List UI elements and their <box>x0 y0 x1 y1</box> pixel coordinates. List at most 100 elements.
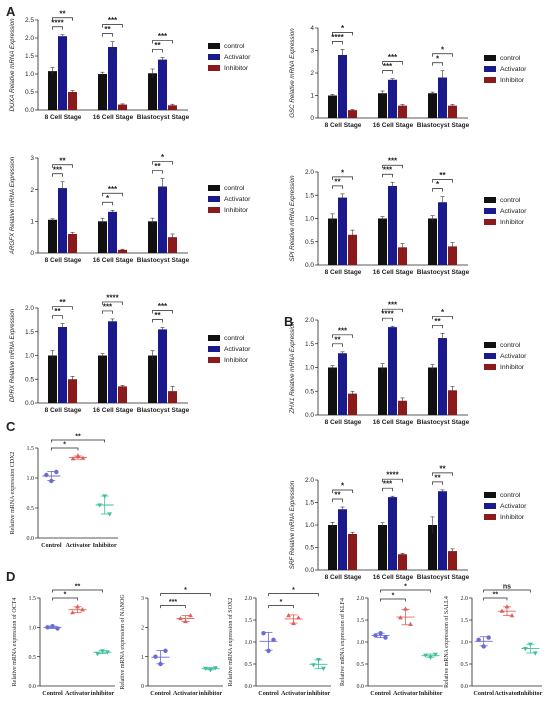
x-tick-label: Activator <box>65 542 90 549</box>
significance-bracket <box>52 315 63 319</box>
significance-bracket <box>382 173 393 178</box>
y-tick-label: 1.5 <box>27 446 35 452</box>
data-point <box>95 652 100 657</box>
y-tick-label: 0.5 <box>461 662 469 668</box>
x-tick-label: 16 Cell Stage <box>373 419 414 426</box>
data-point <box>486 635 491 640</box>
significance-bracket <box>332 41 343 45</box>
y-tick-label: 1.0 <box>305 365 314 372</box>
bar-inhibitor <box>398 400 407 415</box>
data-point <box>183 618 188 624</box>
significance-bracket <box>332 343 343 347</box>
y-tick-label: 0.0 <box>25 400 34 407</box>
y-tick-label: 1.5 <box>461 618 469 624</box>
significance-label: **** <box>381 310 394 319</box>
significance-label: ** <box>434 317 441 326</box>
x-tick-label: Control <box>150 690 171 697</box>
significance-bracket <box>268 605 294 609</box>
legend-swatch <box>484 364 496 370</box>
y-tick-label: 1.5 <box>357 618 365 624</box>
legend-swatch <box>484 219 496 225</box>
legend-label: control <box>500 55 521 62</box>
significance-bracket <box>50 447 79 451</box>
significance-label: ** <box>434 473 441 482</box>
data-point <box>75 604 80 609</box>
data-point <box>532 651 538 656</box>
y-tick-label: 1.5 <box>245 618 253 624</box>
data-point <box>70 610 75 615</box>
significance-bracket <box>102 24 123 28</box>
y-tick-label: 2 <box>310 70 314 77</box>
bar-activator <box>438 202 447 265</box>
significance-label: **** <box>51 18 64 27</box>
y-tick-label: 0 <box>30 250 34 257</box>
bar-control <box>48 355 57 403</box>
significance-label: * <box>161 153 165 162</box>
significance-label: ns <box>503 584 511 591</box>
x-tick-label: Control <box>42 690 63 697</box>
legend-label: control <box>500 197 521 204</box>
x-tick-label: Control <box>41 542 62 549</box>
y-tick-label: 0.5 <box>27 506 35 512</box>
bar-control <box>428 367 437 415</box>
data-point <box>378 631 383 636</box>
data-point <box>97 503 103 508</box>
bar-control <box>48 219 57 253</box>
significance-label: * <box>441 308 445 317</box>
data-point <box>522 647 528 652</box>
legend-label: Inhibitor <box>500 77 525 84</box>
data-point <box>408 621 413 626</box>
bar-control <box>328 95 337 118</box>
significance-bracket <box>52 17 73 21</box>
bar-inhibitor <box>348 534 357 570</box>
significance-bracket <box>160 605 186 609</box>
scatter-chart-12: 0.0 0.5 1.0 1.5 2.0 Relative mRNA expression … <box>443 584 543 698</box>
data-point <box>158 661 163 667</box>
significance-bracket <box>52 164 73 168</box>
significance-label: * <box>392 593 395 600</box>
y-tick-label: 3 <box>141 596 144 602</box>
y-axis-label: Relative mRNA expression of SALL4 <box>443 596 450 688</box>
legend-label: Inhibitor <box>500 514 525 521</box>
x-tick-label: Activator <box>281 690 306 697</box>
x-tick-label: Inhibitor <box>518 690 542 697</box>
significance-bracket <box>102 192 123 197</box>
legend-swatch <box>484 342 496 348</box>
bar-activator <box>58 36 67 111</box>
significance-bracket <box>432 472 453 476</box>
significance-label: *** <box>169 599 177 606</box>
significance-bracket <box>332 498 343 502</box>
bar-activator <box>338 55 347 118</box>
y-tick-label: 0.5 <box>25 376 34 383</box>
significance-label: ** <box>75 434 81 441</box>
y-tick-label: 0.5 <box>245 662 253 668</box>
bar-control <box>48 71 57 110</box>
y-axis-label: Relative mRNA expression of KLF4 <box>339 598 346 686</box>
significance-bracket <box>152 161 173 165</box>
legend-label: Activator <box>500 503 527 510</box>
data-point <box>476 637 481 642</box>
y-tick-label: 2.0 <box>25 305 34 312</box>
x-tick-label: Blastocyst Stage <box>417 269 470 276</box>
bar-activator <box>158 186 167 253</box>
significance-bracket <box>382 478 403 483</box>
x-tick-label: inhibitor <box>307 690 331 697</box>
x-tick-label: Blastocyst Stage <box>137 114 190 121</box>
significance-label: *** <box>388 301 398 310</box>
significance-bracket <box>380 589 431 593</box>
bar-chart-5: 0.0 0.5 1.0 1.5 2.0 ZHX1 Relative mRNA Expres… <box>289 301 527 426</box>
legend-swatch <box>208 196 220 202</box>
y-tick-label: 1.0 <box>245 640 253 646</box>
y-tick-label: 0.0 <box>27 536 35 542</box>
significance-bracket <box>432 188 443 192</box>
significance-label: * <box>404 584 407 591</box>
significance-bracket <box>102 301 123 305</box>
y-axis-label: DPRX Relative mRNA Expression <box>9 308 16 402</box>
significance-bracket <box>483 597 508 601</box>
significance-label: *** <box>388 53 398 62</box>
significance-label: ** <box>439 171 446 180</box>
significance-label: ** <box>334 335 341 344</box>
legend-swatch <box>484 66 496 72</box>
bar-control <box>148 221 157 253</box>
